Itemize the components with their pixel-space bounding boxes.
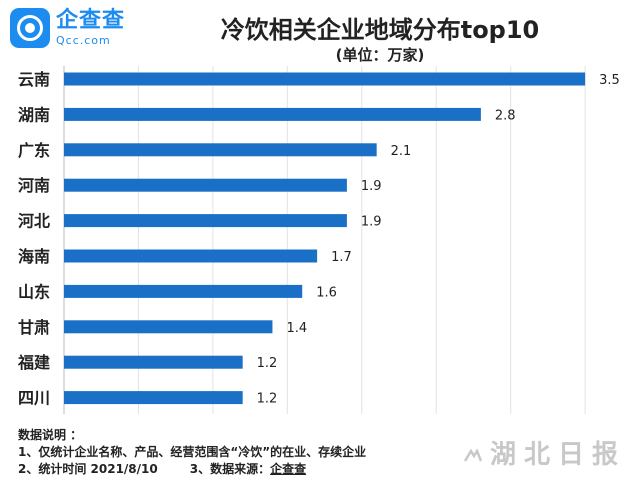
bar bbox=[64, 355, 243, 369]
chart-title: 冷饮相关企业地域分布top10 bbox=[220, 16, 540, 44]
category-label: 河北 bbox=[18, 212, 50, 231]
logo-name-cn: 企查查 bbox=[56, 8, 126, 33]
data-label: 2.8 bbox=[495, 108, 516, 123]
data-label: 1.7 bbox=[331, 250, 352, 265]
category-label: 海南 bbox=[18, 247, 50, 266]
category-label: 山东 bbox=[18, 282, 50, 301]
notes-line-3-label: 3、数据来源： bbox=[189, 462, 271, 476]
bar bbox=[64, 178, 347, 192]
qcc-logo: 企查查 Qcc.com bbox=[10, 8, 125, 48]
hubei-daily-logo-icon bbox=[463, 447, 483, 462]
notes-heading: 数据说明 ： bbox=[18, 428, 83, 442]
bar bbox=[64, 107, 481, 121]
bar bbox=[64, 320, 273, 334]
bar bbox=[64, 72, 586, 86]
bar bbox=[64, 214, 347, 228]
data-label: 1.2 bbox=[257, 392, 278, 407]
watermark-text: 湖北日报 bbox=[489, 440, 626, 470]
category-label: 湖南 bbox=[18, 105, 50, 124]
notes-source: 企查查 bbox=[270, 462, 307, 476]
data-label: 2.1 bbox=[391, 144, 412, 159]
bar bbox=[64, 284, 303, 298]
category-label: 河南 bbox=[18, 176, 50, 195]
chart-subtitle: (单位：万家) bbox=[335, 46, 425, 64]
data-label: 3.5 bbox=[599, 73, 620, 88]
category-label: 福建 bbox=[17, 353, 50, 372]
data-label: 1.2 bbox=[257, 356, 278, 371]
bar bbox=[64, 391, 243, 405]
category-label: 云南 bbox=[18, 70, 50, 89]
data-label: 1.6 bbox=[316, 285, 337, 300]
notes-line-2: 2、统计时间 2021/8/10 bbox=[18, 462, 158, 476]
category-label: 四川 bbox=[18, 389, 50, 408]
watermark: 湖北日报 bbox=[462, 434, 626, 471]
data-label: 1.9 bbox=[361, 179, 382, 194]
bar bbox=[64, 143, 377, 157]
data-label: 1.9 bbox=[361, 215, 382, 230]
category-label: 甘肃 bbox=[18, 318, 50, 337]
notes-line-1: 1、仅统计企业名称、产品、经营范围含“冷饮”的在业、存续企业 bbox=[18, 445, 367, 459]
category-label: 广东 bbox=[18, 141, 50, 160]
qcc-logo-icon bbox=[10, 8, 50, 48]
logo-name-en: Qcc.com bbox=[56, 34, 111, 47]
data-label: 1.4 bbox=[286, 321, 307, 336]
bar bbox=[64, 249, 318, 263]
data-notes: 数据说明 ： 1、仅统计企业名称、产品、经营范围含“冷饮”的在业、存续企业 2、… bbox=[18, 427, 366, 478]
